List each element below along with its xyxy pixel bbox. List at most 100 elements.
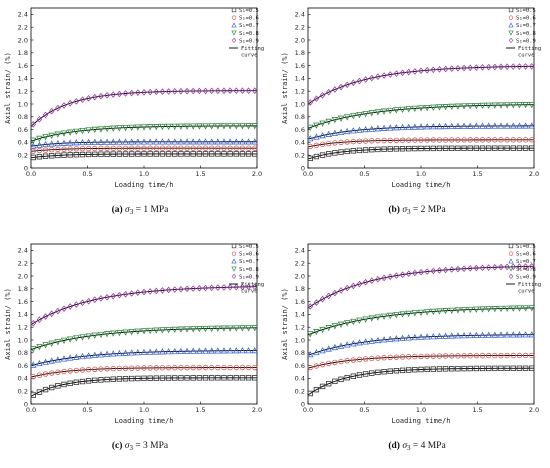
- data-point: [436, 353, 443, 359]
- data-point: [442, 104, 449, 111]
- data-point: [202, 364, 209, 371]
- data-point: [97, 138, 105, 145]
- data-point: [313, 299, 320, 306]
- data-point: [479, 331, 486, 338]
- data-point: [85, 151, 92, 158]
- data-point: [405, 310, 412, 318]
- data-point: [104, 293, 110, 301]
- y-axis-title: Axial strain/ (%): [4, 52, 12, 124]
- data-point: [61, 146, 67, 152]
- data-point: [226, 123, 234, 130]
- data-point: [356, 147, 363, 154]
- data-point: [369, 355, 375, 362]
- data-point: [128, 89, 135, 97]
- data-point: [30, 120, 37, 128]
- data-point: [362, 147, 369, 153]
- data-point: [455, 265, 461, 273]
- data-point: [184, 364, 190, 371]
- data-point: [202, 347, 209, 354]
- data-point: [208, 347, 215, 354]
- y-tick-label: 0.8: [18, 349, 28, 357]
- data-point: [491, 306, 499, 313]
- data-point: [202, 145, 209, 151]
- data-point: [454, 103, 462, 110]
- data-point: [239, 145, 246, 151]
- data-point: [153, 151, 160, 157]
- data-point: [220, 325, 228, 332]
- caption-label: (a): [112, 204, 125, 215]
- data-point: [455, 137, 461, 143]
- y-tick-label: 2.0: [295, 36, 305, 44]
- data-point: [104, 151, 110, 157]
- data-point: [319, 295, 326, 303]
- data-point: [141, 151, 147, 157]
- data-point: [485, 145, 492, 151]
- y-tick-label: 1.8: [18, 49, 28, 57]
- data-point: [498, 145, 504, 151]
- data-point: [368, 315, 376, 322]
- data-point: [528, 122, 535, 129]
- caption-value: = 2 MPa: [411, 205, 447, 215]
- data-point: [171, 347, 179, 355]
- legend-label: S₁=0.7: [516, 23, 536, 29]
- data-point: [461, 137, 467, 143]
- data-point: [473, 145, 480, 151]
- caption-value: = 3 MPa: [133, 441, 169, 451]
- data-point: [350, 127, 357, 134]
- data-point: [49, 370, 55, 376]
- legend-marker: [508, 266, 514, 272]
- data-point: [54, 139, 62, 147]
- data-point: [466, 122, 474, 129]
- data-point: [116, 329, 123, 337]
- data-point: [140, 328, 148, 335]
- series-3: [30, 346, 258, 368]
- y-tick-label: 0.4: [295, 375, 305, 383]
- data-point: [473, 264, 480, 272]
- legend-fit-label: Fitting: [241, 282, 264, 288]
- data-point: [214, 138, 222, 145]
- data-point: [184, 145, 190, 151]
- data-point: [183, 326, 191, 333]
- data-point: [492, 145, 498, 151]
- y-tick-label: 2.2: [295, 24, 305, 32]
- data-point: [135, 289, 141, 297]
- x-tick-label: 0.0: [303, 170, 313, 178]
- data-point: [233, 138, 240, 145]
- data-point: [252, 145, 258, 151]
- data-point: [79, 151, 86, 158]
- data-point: [146, 327, 154, 335]
- data-point: [134, 124, 142, 131]
- data-point: [497, 305, 505, 313]
- data-point: [362, 371, 369, 377]
- y-tick-label: 2.0: [18, 272, 28, 280]
- data-point: [362, 278, 369, 286]
- data-point: [332, 359, 338, 366]
- data-point: [147, 151, 153, 157]
- x-tick-label: 0.5: [359, 406, 369, 414]
- legend-label: S₁=0.8: [516, 31, 536, 37]
- data-point: [380, 313, 388, 320]
- data-point: [479, 122, 486, 129]
- data-point: [48, 132, 55, 140]
- data-point: [60, 337, 68, 345]
- data-point: [516, 63, 523, 70]
- data-point: [48, 340, 55, 347]
- data-point: [313, 142, 320, 148]
- data-point: [42, 342, 49, 349]
- data-point: [448, 103, 456, 111]
- data-point: [454, 307, 462, 314]
- data-point: [245, 375, 252, 381]
- data-point: [128, 151, 135, 157]
- data-point: [449, 353, 455, 359]
- data-point: [110, 145, 116, 152]
- data-point: [109, 138, 117, 145]
- data-point: [356, 126, 363, 133]
- data-point: [55, 369, 61, 375]
- data-point: [251, 283, 258, 291]
- data-point: [399, 69, 406, 77]
- data-point: [411, 105, 419, 113]
- data-point: [374, 314, 382, 321]
- data-point: [67, 152, 73, 158]
- caption-subscript: 3: [407, 208, 411, 216]
- data-point: [208, 375, 215, 381]
